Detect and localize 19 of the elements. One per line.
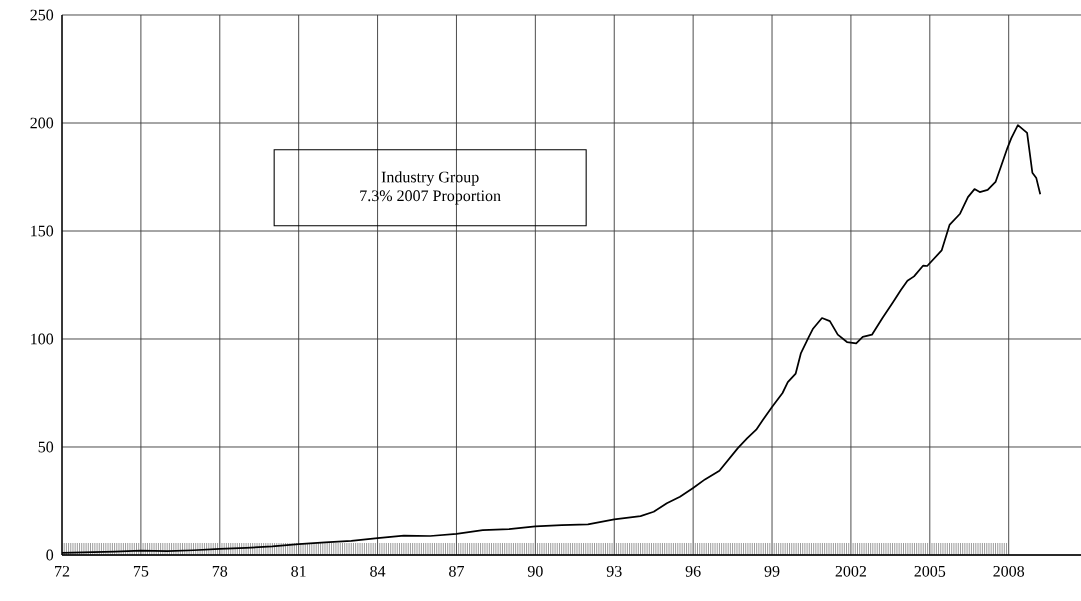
x-tick-label: 81: [291, 565, 306, 577]
x-tick-label: 75: [133, 565, 149, 577]
x-tick-label: 84: [370, 565, 386, 577]
x-tick-label: 2005: [914, 565, 946, 577]
x-tick-label: 90: [527, 565, 543, 577]
x-tick-label: 2008: [993, 565, 1025, 577]
x-tick-label: 96: [685, 565, 701, 577]
x-tick-label: 87: [449, 565, 464, 577]
y-tick-label: 150: [31, 225, 54, 237]
y-tick-label: 200: [30, 117, 54, 129]
x-tick-label: 93: [606, 565, 622, 577]
x-tick-label: 72: [55, 565, 70, 577]
y-tick-label: 100: [31, 333, 54, 345]
y-tick-label: 50: [38, 441, 54, 453]
y-tick-label: 250: [30, 9, 54, 21]
x-tick-label: 78: [212, 565, 228, 577]
y-tick-label: 0: [46, 549, 54, 561]
x-tick-label: 99: [764, 565, 780, 577]
x-tick-label: 2002: [835, 565, 867, 577]
